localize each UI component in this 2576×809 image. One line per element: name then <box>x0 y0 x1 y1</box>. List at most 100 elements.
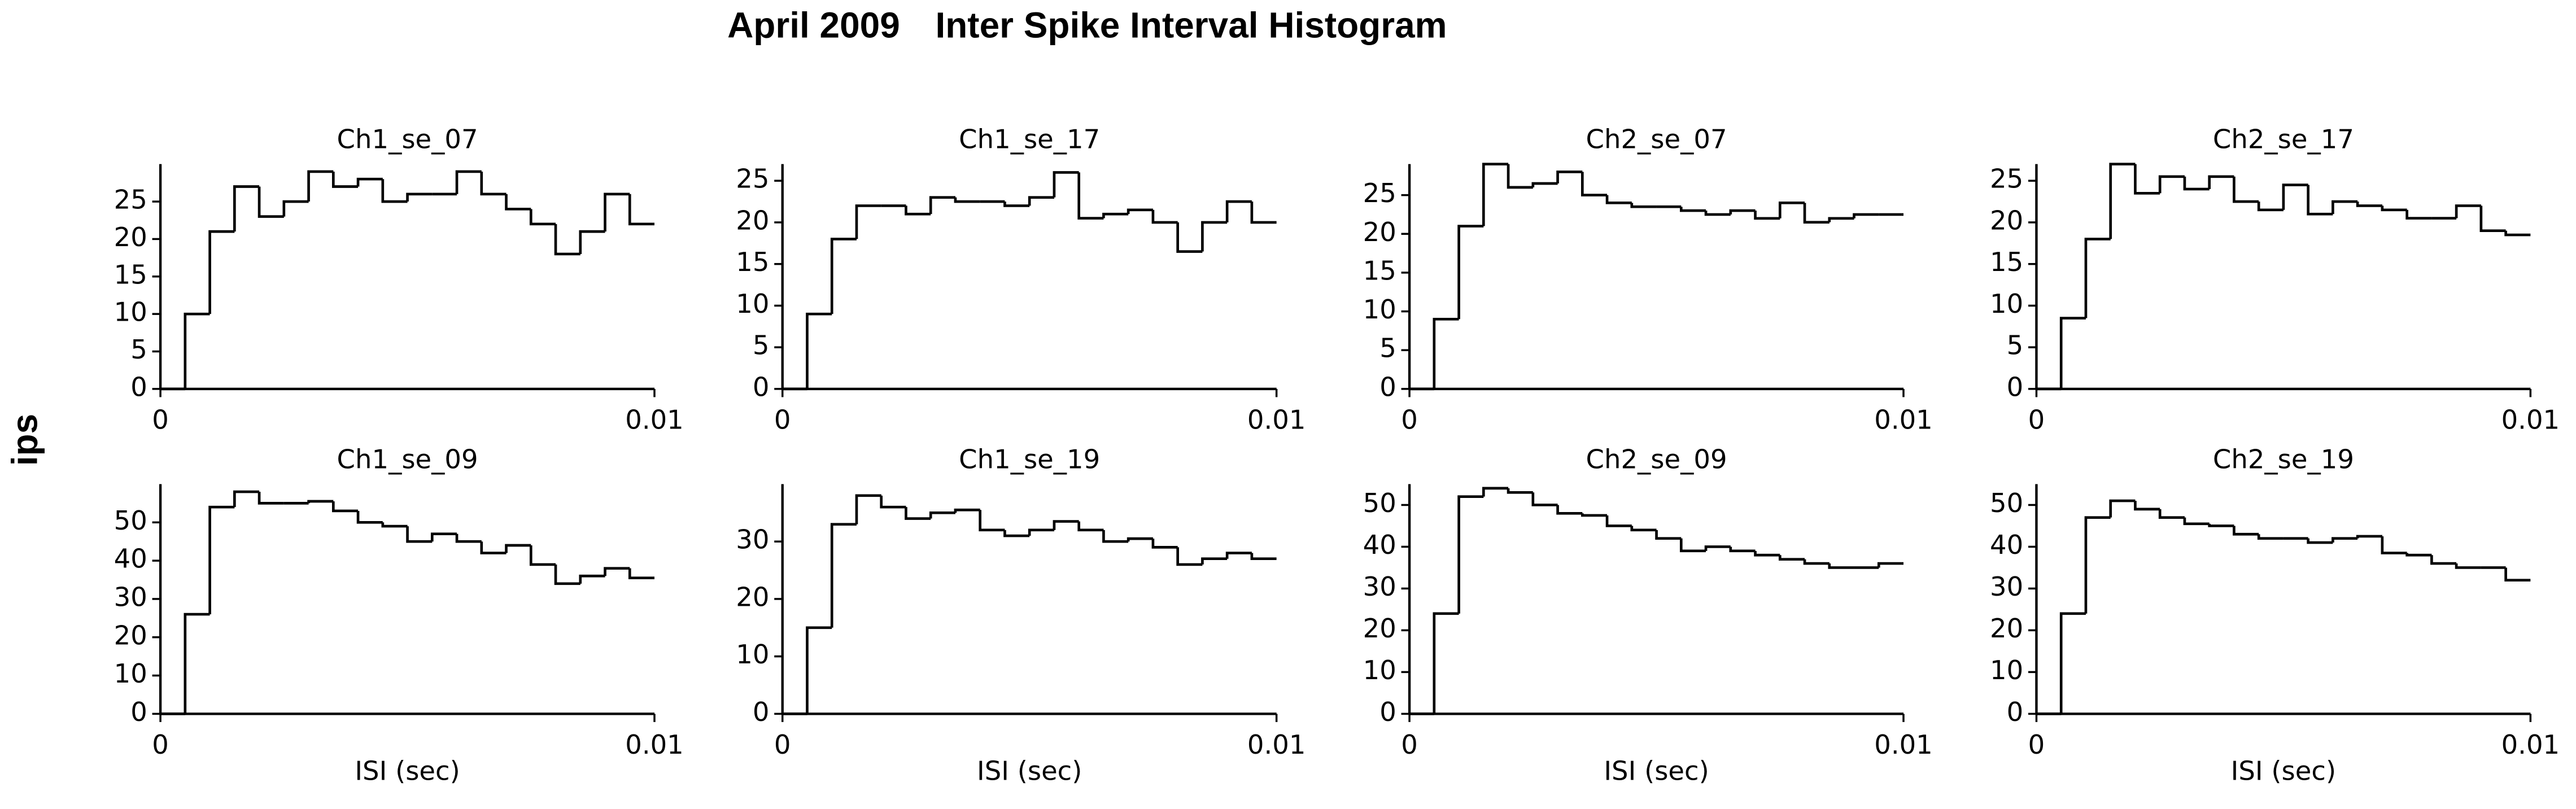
histogram-bin <box>628 568 655 579</box>
histogram-bin <box>2332 200 2358 215</box>
x-tick-label: 0 <box>774 729 791 760</box>
histogram-bin <box>1803 559 1830 565</box>
x-tick-label: 0.01 <box>625 405 684 435</box>
chart-title: Ch1_se_07 <box>337 124 478 154</box>
histogram-bin <box>1151 209 1178 224</box>
histogram-bin <box>929 196 955 215</box>
y-tick-label: 0 <box>130 697 147 727</box>
x-tick-label: 0 <box>152 729 169 760</box>
histogram-bin <box>579 230 605 254</box>
histogram-bin <box>2479 205 2506 232</box>
histogram-bin <box>356 510 383 524</box>
histogram-bin <box>184 312 210 389</box>
histogram-bin <box>1630 203 1657 208</box>
histogram-bin <box>806 626 832 714</box>
y-tick-label: 10 <box>114 658 147 689</box>
y-tick-label: 0 <box>1379 371 1396 402</box>
histogram-bin <box>2084 516 2111 614</box>
histogram-bin <box>554 564 580 585</box>
histogram-bin <box>1704 545 1731 551</box>
x-axis-label: ISI (sec) <box>355 756 460 786</box>
histogram-bin <box>307 170 334 202</box>
x-axis-label: ISI (sec) <box>1604 756 1709 786</box>
histogram-bin <box>1729 209 1756 215</box>
histogram-bin <box>455 170 482 194</box>
histogram-bin <box>1531 182 1558 187</box>
histogram-bin <box>1028 528 1054 536</box>
histogram-bin <box>2307 185 2333 216</box>
y-tick-label: 30 <box>1990 571 2023 602</box>
histogram-bin <box>1482 487 1509 497</box>
histogram-bin <box>2158 175 2185 194</box>
histogram-bin <box>1003 530 1030 537</box>
y-tick-label: 15 <box>114 259 147 290</box>
histogram-bin <box>2059 317 2086 389</box>
x-tick-label: 0.01 <box>1874 405 1933 435</box>
histogram-bin <box>184 613 210 714</box>
x-tick-label: 0.01 <box>2501 405 2560 435</box>
histogram-bin <box>1176 547 1203 566</box>
histogram-bin <box>1877 562 1904 568</box>
histogram-bin <box>929 511 955 519</box>
x-tick-label: 0 <box>1401 405 1418 435</box>
histogram-bin <box>2356 202 2382 207</box>
histogram-bin <box>2307 538 2333 544</box>
histogram-bin <box>1679 538 1706 553</box>
chart-title: Ch1_se_17 <box>959 124 1100 154</box>
histogram-bin <box>1507 164 1533 189</box>
histogram-bin <box>1828 563 1854 569</box>
figure-title: April 2009 <box>727 5 900 45</box>
y-tick-label: 25 <box>114 185 147 215</box>
histogram-bin <box>2233 526 2259 536</box>
histogram-bin <box>855 204 881 239</box>
histogram-bin <box>1053 171 1079 198</box>
histogram-bin <box>2208 523 2234 527</box>
histogram-bin <box>1127 537 1153 542</box>
histogram-bin <box>1704 211 1731 216</box>
histogram-bin <box>1655 530 1682 540</box>
histogram-bin <box>2332 537 2358 543</box>
y-tick-label: 30 <box>736 524 769 555</box>
histogram-bin <box>1754 211 1780 220</box>
y-tick-label: 10 <box>736 288 769 319</box>
histogram-bin <box>1102 212 1129 218</box>
y-tick-label: 0 <box>753 371 770 402</box>
y-tick-label: 40 <box>1363 530 1396 560</box>
x-tick-label: 0.01 <box>1247 405 1306 435</box>
chart-title: Ch2_se_07 <box>1586 124 1727 154</box>
histogram-bin <box>2381 536 2407 554</box>
histogram-bin <box>1828 217 1854 222</box>
y-tick-label: 0 <box>130 371 147 402</box>
histogram-bin <box>307 500 334 504</box>
histogram-bin <box>356 177 383 187</box>
histogram-bin <box>1225 200 1252 222</box>
x-tick-label: 0.01 <box>1247 729 1306 760</box>
histogram-bin <box>2257 534 2284 540</box>
histogram-bin <box>2109 163 2136 239</box>
histogram-bin <box>1531 492 1558 506</box>
x-tick-label: 0.01 <box>2501 729 2560 760</box>
histogram-bin <box>604 193 630 232</box>
histogram-bin <box>1201 557 1228 565</box>
histogram-bin <box>1729 546 1756 553</box>
histogram-bin <box>208 505 235 615</box>
histogram-bin <box>2183 517 2210 526</box>
histogram-bin <box>1151 539 1178 549</box>
y-tick-label: 50 <box>114 505 147 536</box>
chart-title: Ch1_se_19 <box>959 444 1100 474</box>
figure-heading: Inter Spike Interval Histogram <box>935 5 1447 45</box>
histogram-bin <box>1250 202 1277 224</box>
y-tick-label: 10 <box>1363 655 1396 685</box>
y-tick-label: 20 <box>1363 217 1396 247</box>
histogram-bin <box>257 492 284 505</box>
histogram-bin <box>529 545 556 566</box>
histogram-bin <box>1433 612 1459 714</box>
histogram-bin <box>1053 520 1079 530</box>
histogram-bin <box>2356 535 2382 539</box>
histogram-bin <box>2405 209 2432 220</box>
histogram-bin <box>830 523 857 628</box>
y-tick-label: 10 <box>1990 288 2023 319</box>
histogram-bin <box>505 194 531 211</box>
y-tick-label: 25 <box>1363 178 1396 208</box>
histogram-bin <box>233 185 260 232</box>
